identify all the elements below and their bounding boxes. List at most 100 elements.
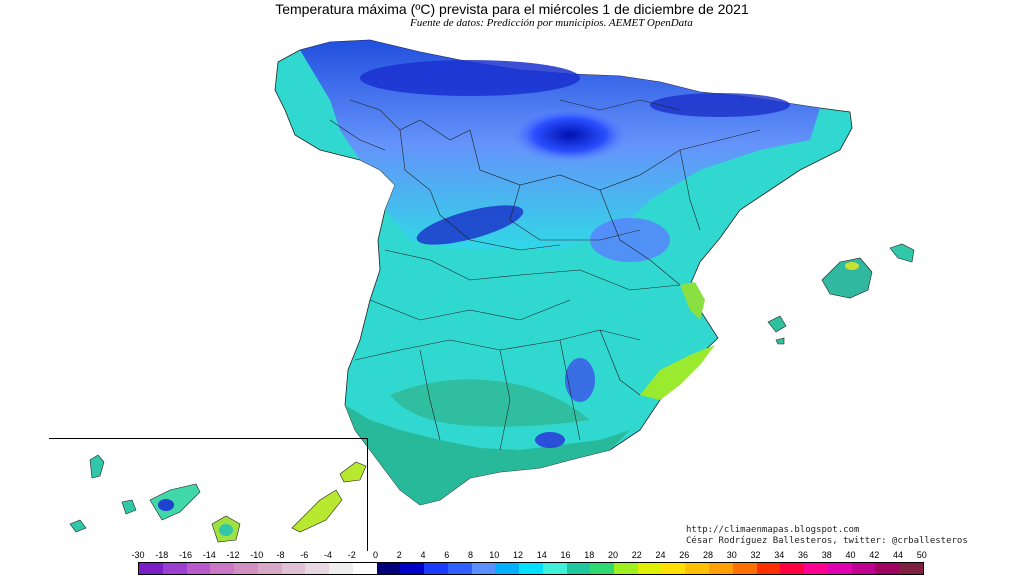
legend-tick-label: 8: [467, 550, 473, 560]
guadalquivir-valley: [390, 379, 590, 427]
valencia-warm: [680, 282, 705, 320]
legend-tick-label: 44: [892, 550, 903, 560]
legend-swatch: [827, 563, 852, 574]
cantabrian-cold-core: [360, 60, 580, 96]
legend-swatch: [851, 563, 876, 574]
legend-tick-labels: -30 -18 -16 -14 -12 -10 -8 -6 -4 -2 0 2 4 6 8 10 12 14 16 1…: [130, 550, 944, 562]
legend-tick-label: 36: [797, 550, 808, 560]
legend-tick-label: 6: [444, 550, 450, 560]
legend-swatch: [590, 563, 614, 574]
legend-swatch: [186, 563, 211, 574]
legend-tick-label: -12: [226, 550, 240, 560]
legend-swatch: [257, 563, 282, 574]
legend-swatch: [210, 563, 234, 574]
legend-tick-label: -4: [323, 550, 332, 560]
legend-swatch: [732, 563, 757, 574]
credits: http://climaenmapas.blogspot.com César R…: [686, 525, 968, 547]
legend-tick-label: 18: [584, 550, 595, 560]
legend-swatch: [305, 563, 329, 574]
lanzarote: [339, 461, 367, 483]
legend-swatch: [139, 563, 163, 574]
betic-cold: [565, 358, 595, 402]
la-palma: [89, 454, 105, 479]
formentera: [775, 337, 785, 345]
central-system-cold: [416, 205, 524, 245]
legend-swatch: [661, 563, 686, 574]
gran-canaria-center: [219, 524, 233, 536]
legend-swatch: [329, 563, 353, 574]
legend-swatch: [685, 563, 709, 574]
el-hierro: [69, 519, 87, 533]
credits-blog: http://climaenmapas.blogspot.com: [686, 525, 860, 535]
legend-swatch: [519, 563, 543, 574]
legend-swatch: [542, 563, 567, 574]
legend-swatch: [400, 563, 424, 574]
legend-swatch: [352, 563, 377, 574]
legend-swatch: [376, 563, 401, 574]
legend-tick-label: 28: [702, 550, 713, 560]
legend-swatch: [637, 563, 662, 574]
legend-swatch: [162, 563, 187, 574]
legend-tick-label: 14: [536, 550, 547, 560]
iberian-cold-core: [510, 107, 630, 163]
legend-tick-label: 38: [821, 550, 832, 560]
legend-swatch: [875, 563, 899, 574]
legend-tick-label: 50: [916, 550, 927, 560]
legend-tick-label: 32: [750, 550, 761, 560]
canarias-inset-frame: [49, 438, 368, 551]
legend-swatch: [281, 563, 306, 574]
legend-tick-label: -10: [250, 550, 264, 560]
legend-swatch: [756, 563, 781, 574]
legend-tick-label: -6: [300, 550, 309, 560]
legend-swatch: [709, 563, 733, 574]
legend-tick-label: -18: [155, 550, 169, 560]
ibiza: [767, 315, 787, 333]
legend-tick-label: 20: [607, 550, 618, 560]
legend-tick-label: -2: [347, 550, 356, 560]
teide-cold: [158, 499, 174, 511]
legend-swatch: [804, 563, 828, 574]
legend-tick-label: 10: [489, 550, 500, 560]
legend-swatch: [566, 563, 591, 574]
legend-swatch: [447, 563, 472, 574]
legend-tick-label: 22: [631, 550, 642, 560]
legend-swatch: [471, 563, 496, 574]
legend-tick-label: 2: [396, 550, 402, 560]
legend-tick-label: -30: [131, 550, 145, 560]
legend-tick-label: -16: [178, 550, 192, 560]
credits-author: César Rodríguez Ballesteros, twitter: @c…: [686, 536, 968, 546]
islas-baleares: [767, 243, 915, 345]
murcia-warm: [640, 345, 715, 400]
pyrenees-cold: [650, 93, 790, 117]
legend-swatch: [780, 563, 804, 574]
legend-tick-label: 4: [420, 550, 426, 560]
legend-tick-label: 34: [774, 550, 785, 560]
tenerife: [149, 483, 201, 521]
legend-swatch: [899, 563, 923, 574]
legend-tick-label: -14: [202, 550, 216, 560]
la-gomera: [121, 499, 137, 515]
mallorca-north-tip: [845, 262, 859, 270]
legend-tick-label: 40: [845, 550, 856, 560]
legend-swatch: [495, 563, 519, 574]
legend-tick-label: 30: [726, 550, 737, 560]
legend-tick-label: 0: [372, 550, 378, 560]
map-subtitle: Fuente de datos: Predicción por municipi…: [410, 17, 693, 29]
legend-tick-label: 12: [512, 550, 523, 560]
legend-swatch: [424, 563, 448, 574]
legend-tick-label: 24: [655, 550, 666, 560]
legend-tick-label: 42: [869, 550, 880, 560]
peninsula: [274, 39, 853, 506]
legend-tick-label: 16: [560, 550, 571, 560]
mallorca: [821, 257, 873, 299]
legend-swatches: [138, 562, 924, 575]
legend-tick-label: -8: [276, 550, 285, 560]
legend-swatch: [234, 563, 258, 574]
map-title: Temperatura máxima (ºC) prevista para el…: [275, 1, 749, 17]
color-legend: -30 -18 -16 -14 -12 -10 -8 -6 -4 -2 0 2 4 6 8 10 12 14 16 1…: [130, 550, 944, 575]
sierra-nevada-cold: [535, 432, 565, 448]
menorca: [889, 243, 915, 263]
legend-tick-label: 26: [679, 550, 690, 560]
south-lowlands: [345, 405, 630, 505]
